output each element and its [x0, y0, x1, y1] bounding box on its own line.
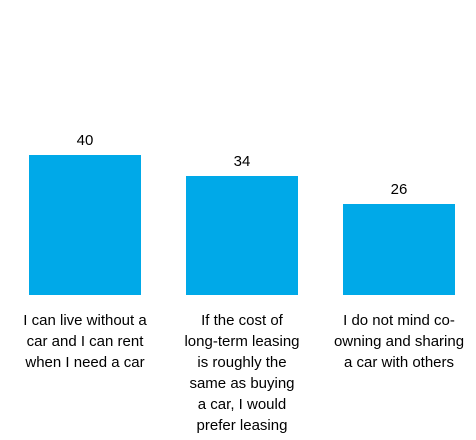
value-label-1: 40 — [77, 132, 94, 149]
category-label-line: prefer leasing — [197, 417, 288, 434]
category-label-2: If the cost of long-term leasing is roughl… — [184, 312, 299, 434]
category-label-line: owning and sharing — [334, 333, 464, 350]
category-label-line: long-term leasing — [184, 333, 299, 350]
bar-3 — [343, 204, 455, 295]
value-label-3: 26 — [391, 181, 408, 198]
category-label-line: car and I can rent — [27, 333, 145, 350]
category-label-line: is roughly the — [197, 354, 286, 371]
category-label-1: I can live without a car and I can rent wh… — [23, 312, 147, 371]
bar-2 — [186, 176, 298, 295]
category-label-line: when I need a car — [24, 354, 144, 371]
category-label-line: a car with others — [344, 354, 454, 371]
category-label-line: I can live without a — [23, 312, 147, 329]
category-label-line: a car, I would — [198, 396, 286, 413]
value-label-2: 34 — [234, 153, 251, 170]
category-label-3: I do not mind co-owning and sharing a car… — [334, 312, 464, 371]
category-label-line: I do not mind co- — [343, 312, 455, 329]
bar-1 — [29, 155, 141, 295]
category-label-line: same as buying — [189, 375, 294, 392]
category-label-line: If the cost of — [201, 312, 284, 329]
